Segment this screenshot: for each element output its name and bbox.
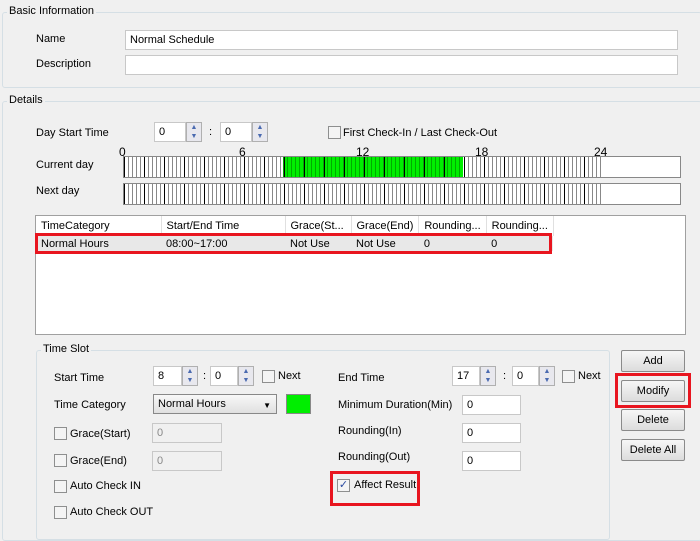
end-min-spinner[interactable]: ▲ ▼ [539, 366, 555, 386]
auto-check-in-label: Auto Check IN [70, 480, 141, 492]
column-header[interactable]: TimeCategory [36, 216, 162, 236]
grace-end-label: Grace(End) [70, 455, 127, 467]
time-category-value: Normal Hours [158, 398, 226, 410]
end-hour-input[interactable]: 17 [452, 366, 480, 386]
cell: 0 [491, 237, 498, 250]
column-header[interactable]: Start/End Time [161, 216, 286, 236]
colon: : [503, 370, 507, 382]
rounding-out-input[interactable]: 0 [462, 451, 521, 471]
column-header[interactable]: Grace(End) [351, 216, 420, 236]
first-last-label: First Check-In / Last Check-Out [343, 127, 498, 139]
start-hour-input[interactable]: 8 [153, 366, 182, 386]
timeline-hour-lines [124, 184, 602, 204]
start-time-label: Start Time [54, 372, 105, 384]
day-start-label: Day Start Time [36, 127, 109, 139]
down-icon[interactable]: ▼ [190, 133, 198, 140]
min-duration-input[interactable]: 0 [462, 395, 521, 415]
auto-check-out-label: Auto Check OUT [70, 506, 154, 518]
add-button[interactable]: Add [621, 350, 685, 372]
description-input[interactable] [125, 55, 678, 75]
day-start-min-input[interactable]: 0 [220, 122, 252, 142]
up-icon[interactable]: ▲ [190, 124, 198, 131]
rounding-in-label: Rounding(In) [338, 425, 402, 437]
delete-all-button[interactable]: Delete All [621, 439, 685, 461]
column-header[interactable]: Grace(St... [285, 216, 352, 236]
end-next-checkbox[interactable] [562, 370, 575, 383]
grace-start-label: Grace(Start) [70, 428, 131, 440]
day-start-hour-spinner[interactable]: ▲ ▼ [186, 122, 202, 142]
auto-check-in-checkbox[interactable] [54, 480, 67, 493]
start-min-spinner[interactable]: ▲ ▼ [238, 366, 254, 386]
timeline-tick-6: 6 [239, 145, 246, 159]
rounding-in-input[interactable]: 0 [462, 423, 521, 443]
category-color-swatch[interactable] [286, 394, 311, 414]
up-icon[interactable]: ▲ [242, 368, 250, 375]
colon: : [209, 126, 213, 138]
grace-end-input[interactable]: 0 [152, 451, 222, 471]
current-day-label: Current day [36, 159, 94, 171]
down-icon[interactable]: ▼ [484, 377, 492, 384]
day-start-min-spinner[interactable]: ▲ ▼ [252, 122, 268, 142]
name-label: Name [36, 33, 66, 45]
up-icon[interactable]: ▲ [256, 124, 264, 131]
affect-result-highlight-box [330, 471, 420, 506]
details-title: Details [7, 94, 45, 106]
grace-start-checkbox[interactable] [54, 427, 67, 440]
cell: Normal Hours [41, 237, 109, 250]
modify-button[interactable]: Modify [621, 380, 685, 402]
time-category-label: Time Category [54, 399, 126, 411]
next-day-bar[interactable] [123, 183, 681, 205]
name-input[interactable]: Normal Schedule [125, 30, 678, 50]
timeline-tick-0: 0 [119, 145, 126, 159]
auto-check-out-checkbox[interactable] [54, 506, 67, 519]
down-icon[interactable]: ▼ [256, 133, 264, 140]
min-duration-label: Minimum Duration(Min) [338, 399, 453, 411]
cell: Not Use [356, 237, 396, 250]
start-min-input[interactable]: 0 [210, 366, 238, 386]
basic-info-title: Basic Information [7, 5, 96, 17]
start-hour-spinner[interactable]: ▲ ▼ [182, 366, 198, 386]
dropdown-icon: ▼ [263, 401, 271, 410]
timeline-tick-18: 18 [475, 145, 489, 159]
up-icon[interactable]: ▲ [484, 368, 492, 375]
grace-end-checkbox[interactable] [54, 454, 67, 467]
rounding-out-label: Rounding(Out) [338, 451, 411, 463]
end-min-input[interactable]: 0 [512, 366, 539, 386]
grace-start-input[interactable]: 0 [152, 423, 222, 443]
start-next-label: Next [278, 370, 301, 382]
start-next-checkbox[interactable] [262, 370, 275, 383]
end-time-label: End Time [338, 372, 385, 384]
cell: 0 [423, 237, 430, 250]
first-last-checkbox[interactable] [328, 126, 341, 139]
description-label: Description [36, 58, 92, 70]
timeline-tick-24: 24 [594, 145, 608, 159]
table-header: TimeCategory Start/End Time Grace(St... … [36, 216, 554, 236]
affect-result-label: Affect Result [354, 479, 417, 491]
current-day-bar[interactable] [123, 156, 681, 178]
down-icon[interactable]: ▼ [242, 377, 250, 384]
cell: 08:00~17:00 [166, 237, 228, 250]
basic-info-group [2, 12, 700, 88]
row-highlight-box [35, 233, 552, 254]
up-icon[interactable]: ▲ [543, 368, 551, 375]
timeline-hour-lines [124, 157, 602, 177]
time-category-select[interactable]: Normal Hours ▼ [153, 394, 277, 414]
colon: : [203, 370, 207, 382]
down-icon[interactable]: ▼ [186, 377, 194, 384]
column-header[interactable]: Rounding... [418, 216, 487, 236]
modify-highlight-box [615, 373, 691, 408]
time-slot-title: Time Slot [41, 343, 92, 355]
day-start-hour-input[interactable]: 0 [154, 122, 186, 142]
timeline-tick-12: 12 [356, 145, 370, 159]
delete-button[interactable]: Delete [621, 409, 685, 431]
end-next-label: Next [578, 370, 601, 382]
cell: Not Use [290, 237, 330, 250]
down-icon[interactable]: ▼ [543, 377, 551, 384]
end-hour-spinner[interactable]: ▲ ▼ [480, 366, 496, 386]
next-day-label: Next day [36, 185, 80, 197]
column-header[interactable]: Rounding... [486, 216, 554, 236]
affect-result-checkbox[interactable]: ✓ [337, 479, 350, 492]
table-row[interactable]: Normal Hours 08:00~17:00 Not Use Not Use… [36, 236, 554, 251]
up-icon[interactable]: ▲ [186, 368, 194, 375]
